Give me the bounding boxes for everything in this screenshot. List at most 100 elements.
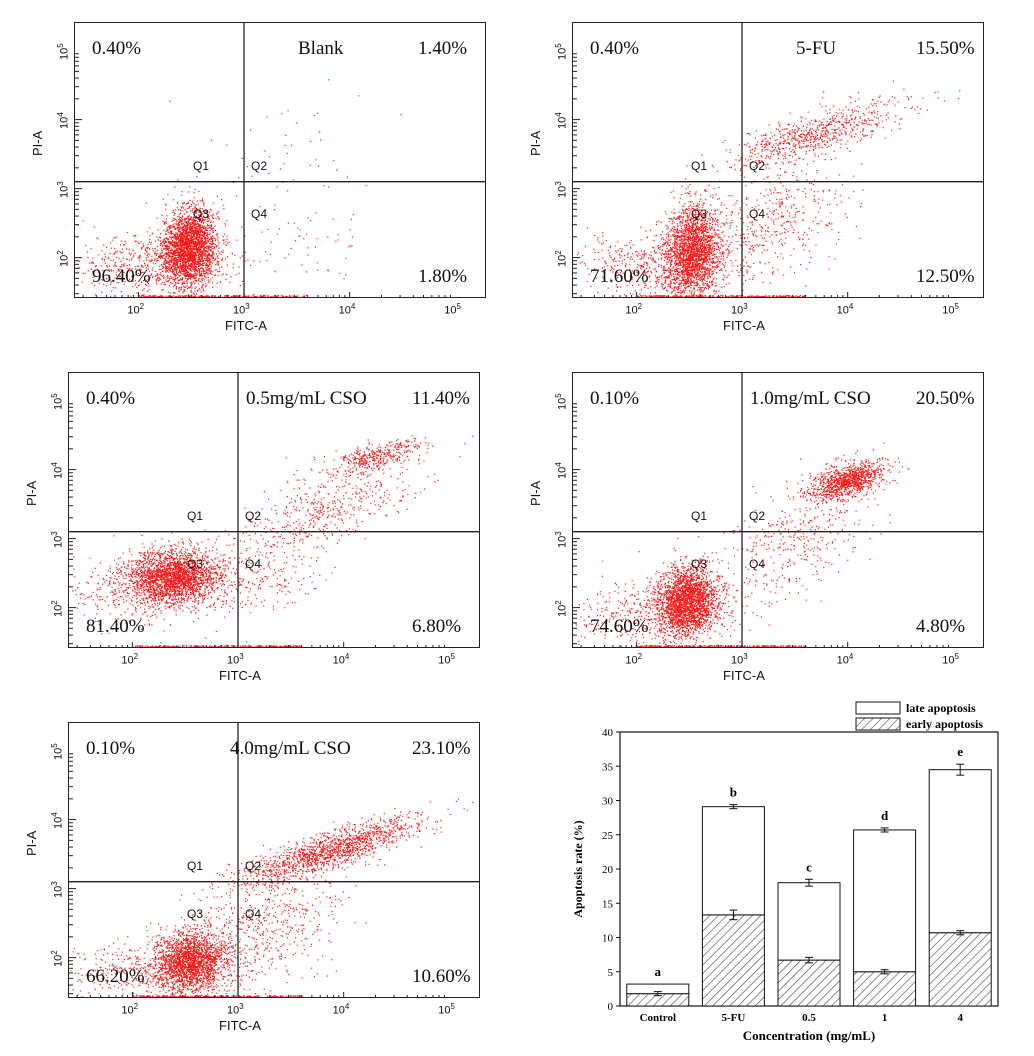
percent-q4: 6.80% [412, 616, 462, 637]
panel-title: 5-FU [796, 38, 837, 59]
x-tick-label: 104 [836, 652, 854, 667]
x-tick-label: 103 [227, 652, 244, 667]
flow-panel-40-cso: Q1 Q2 Q3 Q4 0.10% 23.10% 66.20% 10.60% 4.0mg/mL … [24, 718, 494, 1048]
scatter-svg [573, 23, 983, 297]
x-tick-label: 103 [731, 302, 748, 317]
significance-letter: b [730, 785, 737, 800]
y-tick-label: 10 [602, 933, 614, 945]
percent-q3: 66.20% [86, 966, 145, 987]
y-tick-label: 102 [56, 249, 71, 267]
scatter-dots [575, 442, 910, 647]
quadrant-label-q1: Q1 [193, 158, 210, 173]
plot-frame [68, 722, 480, 998]
percent-q1: 0.10% [590, 388, 640, 409]
plot-frame [74, 22, 486, 298]
percent-q1: 0.40% [590, 38, 640, 59]
x-tick-label: 102 [625, 302, 643, 317]
scatter-dots [70, 798, 474, 997]
x-tick-label: 105 [942, 302, 959, 317]
percent-q2: 1.40% [418, 38, 468, 59]
significance-letter: e [957, 744, 963, 759]
scatter-dots [72, 434, 474, 647]
quadrant-label-q4: Q4 [749, 206, 766, 221]
flow-panel-blank: Q1 Q2 Q3 Q4 0.40% 1.40% 96.40% 1.80% Blank 102 103… [30, 18, 500, 348]
quadrant-label-q4: Q4 [251, 206, 268, 221]
quadrant-label-q1: Q1 [187, 508, 204, 523]
y-tick-label: 20 [602, 864, 614, 876]
plot-frame [68, 372, 480, 648]
y-tick-label: 105 [554, 392, 569, 410]
x-tick-label: 102 [625, 652, 643, 667]
percent-q3: 71.60% [590, 266, 649, 287]
bar-chart-svg: 0 5 10 15 20 25 30 35 40 a Control b 5-FU c 0.5 d 1 e 4 Con… [571, 701, 999, 1043]
y-tick-label: 35 [602, 761, 614, 773]
y-axis-label: PI-A [24, 830, 39, 857]
x-category-label: 1 [882, 1012, 888, 1024]
scatter-points [70, 798, 474, 997]
x-tick-label: 104 [332, 1002, 350, 1017]
y-tick-label: 105 [50, 392, 65, 410]
quadrant-label-q3: Q3 [691, 206, 708, 221]
quadrant-label-q2: Q2 [245, 508, 262, 523]
x-tick-label: 105 [444, 302, 461, 317]
y-tick-label: 30 [602, 796, 614, 808]
y-axis-label: PI-A [24, 480, 39, 507]
scatter-points [72, 434, 474, 647]
x-category-label: 5-FU [721, 1012, 745, 1024]
x-axis-label: FITC-A [723, 668, 765, 683]
x-tick-label: 104 [338, 302, 356, 317]
quadrant-label-q2: Q2 [245, 858, 262, 873]
percent-q2: 23.10% [412, 738, 471, 759]
percent-q4: 4.80% [916, 616, 966, 637]
bar-late-apoptosis [777, 882, 841, 961]
quadrant-label-q2: Q2 [749, 158, 766, 173]
percent-q4: 1.80% [418, 266, 468, 287]
flow-panel-05-cso: Q1 Q2 Q3 Q4 0.40% 11.40% 81.40% 6.80% 0.5mg/mL C… [24, 368, 494, 698]
quadrant-label-q2: Q2 [251, 158, 268, 173]
x-tick-label: 105 [438, 1002, 455, 1017]
scatter-svg [75, 23, 485, 297]
percent-q4: 10.60% [412, 966, 471, 987]
percent-q3: 74.60% [590, 616, 649, 637]
bar-early-apoptosis [777, 959, 841, 1007]
y-axis-label: PI-A [30, 130, 45, 157]
x-category-label: Control [640, 1012, 676, 1024]
scatter-points [575, 442, 910, 647]
scatter-svg [573, 373, 983, 647]
x-axis-title: Concentration (mg/mL) [743, 1028, 876, 1043]
y-tick-label: 0 [608, 1001, 614, 1013]
x-tick-label: 104 [836, 302, 854, 317]
y-tick-label: 102 [554, 599, 569, 617]
bar-early-apoptosis [853, 971, 917, 1007]
percent-q3: 96.40% [92, 266, 151, 287]
x-tick-label: 102 [127, 302, 145, 317]
bar-early-apoptosis [701, 914, 765, 1007]
legend-label-late: late apoptosis [906, 701, 976, 715]
y-tick-label: 105 [56, 42, 71, 60]
panel-title: Blank [298, 38, 344, 59]
plot-frame [572, 372, 984, 648]
percent-q1: 0.40% [92, 38, 142, 59]
x-tick-label: 103 [233, 302, 250, 317]
y-tick-label: 103 [56, 180, 71, 198]
y-tick-label: 104 [56, 111, 71, 129]
quadrant-label-q4: Q4 [245, 556, 262, 571]
bar-late-apoptosis [853, 829, 917, 973]
quadrant-label-q3: Q3 [691, 556, 708, 571]
percent-q3: 81.40% [86, 616, 145, 637]
y-tick-label: 5 [608, 967, 614, 979]
y-tick-label: 102 [50, 949, 65, 967]
y-tick-label: 25 [602, 830, 614, 842]
x-tick-label: 103 [731, 652, 748, 667]
quadrant-label-q1: Q1 [691, 508, 708, 523]
legend-label-early: early apoptosis [906, 717, 983, 731]
percent-q2: 15.50% [916, 38, 975, 59]
scatter-svg [69, 373, 479, 647]
plot-frame [572, 22, 984, 298]
percent-q1: 0.10% [86, 738, 136, 759]
y-tick-label: 105 [554, 42, 569, 60]
y-tick-label: 104 [50, 461, 65, 479]
scatter-svg [69, 723, 479, 997]
y-axis-label: PI-A [528, 480, 543, 507]
quadrant-label-q1: Q1 [691, 158, 708, 173]
